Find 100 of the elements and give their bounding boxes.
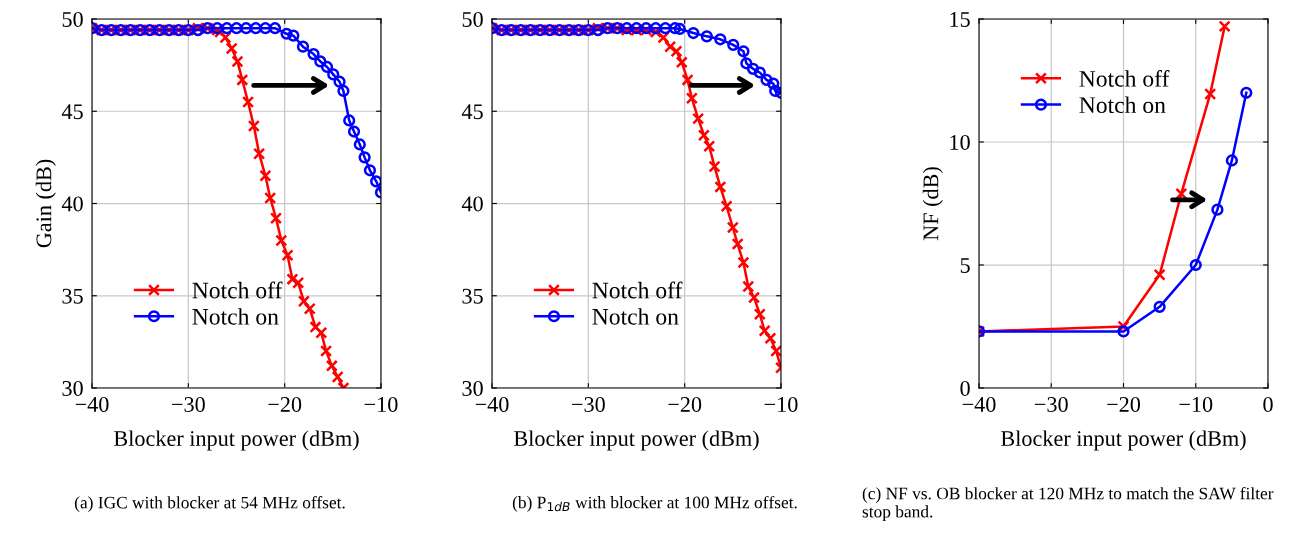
point	[758, 324, 771, 337]
point	[673, 22, 686, 36]
point	[714, 180, 727, 194]
point	[337, 84, 350, 98]
x-tick-label: −30	[1034, 396, 1068, 412]
text: (a) IGC with blocker at 54 MHz offset.	[74, 496, 345, 512]
x-tick-label: −40	[962, 396, 996, 412]
point	[746, 62, 760, 75]
point	[370, 175, 381, 188]
y-tick-label: 35	[62, 288, 83, 304]
y-tick-label: 45	[61, 104, 83, 120]
y-tick-label: 5	[960, 258, 970, 273]
point	[760, 73, 773, 86]
text: (b) P$_{1dB}$ with blocker at 100 MHz offset.	[512, 495, 797, 512]
y-tick-label: 45	[461, 104, 483, 120]
y-tick-label: 40	[61, 196, 83, 212]
point	[649, 22, 662, 35]
point	[320, 60, 334, 74]
point	[767, 77, 780, 90]
point	[314, 55, 327, 68]
point	[287, 29, 300, 42]
point	[668, 22, 682, 35]
point	[225, 42, 238, 55]
point	[292, 276, 305, 289]
legend-label: Notch off	[192, 281, 283, 299]
x-axis-title: Blocker input power (dBm)	[514, 430, 759, 451]
point	[737, 45, 750, 58]
x-tick-label: −20	[268, 396, 302, 412]
point	[747, 291, 761, 304]
point	[236, 73, 249, 86]
point	[1204, 87, 1217, 101]
point	[319, 344, 333, 358]
x-tick-label: −30	[172, 396, 205, 412]
point	[253, 147, 266, 160]
point	[280, 27, 293, 40]
legend-label: Notch on	[592, 308, 679, 325]
point	[1211, 203, 1224, 216]
x-tick-label: −10	[364, 396, 398, 412]
y-axis-title: NF (dB)	[922, 167, 943, 241]
point	[259, 22, 272, 35]
point	[264, 191, 277, 205]
point	[333, 75, 346, 88]
point	[1218, 20, 1231, 33]
point	[309, 321, 322, 334]
y-tick-label: 40	[461, 196, 483, 212]
point	[727, 38, 740, 51]
point	[687, 26, 700, 40]
point	[769, 84, 781, 98]
point	[708, 160, 721, 173]
point	[296, 40, 310, 53]
x-axis-title: Blocker input power (dBm)	[114, 430, 359, 451]
point	[1153, 268, 1166, 281]
point	[685, 92, 698, 105]
point	[315, 326, 328, 339]
x-tick-label: −10	[1179, 396, 1213, 412]
point	[1117, 325, 1130, 338]
legend-label: Notch on	[1079, 96, 1166, 114]
point	[281, 249, 294, 262]
point	[331, 370, 344, 384]
point	[1225, 154, 1238, 167]
point	[659, 22, 672, 35]
point	[664, 40, 677, 53]
y-axis-title: Gain (dB)	[35, 159, 56, 248]
point	[347, 125, 361, 138]
point	[764, 332, 777, 345]
point	[720, 200, 733, 213]
point	[327, 68, 340, 81]
x-tick-label: −20	[1107, 396, 1141, 412]
point	[259, 169, 272, 182]
point	[249, 22, 262, 35]
y-tick-label: 35	[462, 288, 483, 304]
y-tick-label: 0	[960, 380, 970, 396]
point	[742, 280, 755, 293]
point	[286, 273, 299, 286]
point	[753, 308, 766, 321]
point	[737, 256, 750, 269]
point	[363, 164, 377, 177]
point	[740, 57, 753, 70]
point	[297, 295, 311, 308]
point	[753, 66, 766, 79]
y-tick-label: 50	[462, 11, 483, 27]
x-tick-label: −40	[75, 396, 109, 412]
point	[241, 95, 255, 109]
point	[1189, 258, 1202, 272]
x-tick-label: 0	[1263, 396, 1273, 412]
y-tick-label: 50	[62, 11, 83, 27]
point	[675, 56, 688, 69]
point	[303, 302, 316, 315]
point	[358, 151, 371, 164]
point	[325, 359, 338, 372]
legend-label: Notch on	[192, 308, 279, 325]
point	[726, 221, 739, 234]
legend-label: Notch off	[592, 281, 683, 299]
y-tick-label: 15	[950, 12, 970, 27]
point	[268, 22, 282, 35]
x-axis-title: Blocker input power (dBm)	[1001, 430, 1246, 451]
point	[770, 344, 781, 358]
point	[269, 212, 283, 225]
point	[307, 47, 320, 61]
x-tick-label: −30	[572, 396, 605, 412]
